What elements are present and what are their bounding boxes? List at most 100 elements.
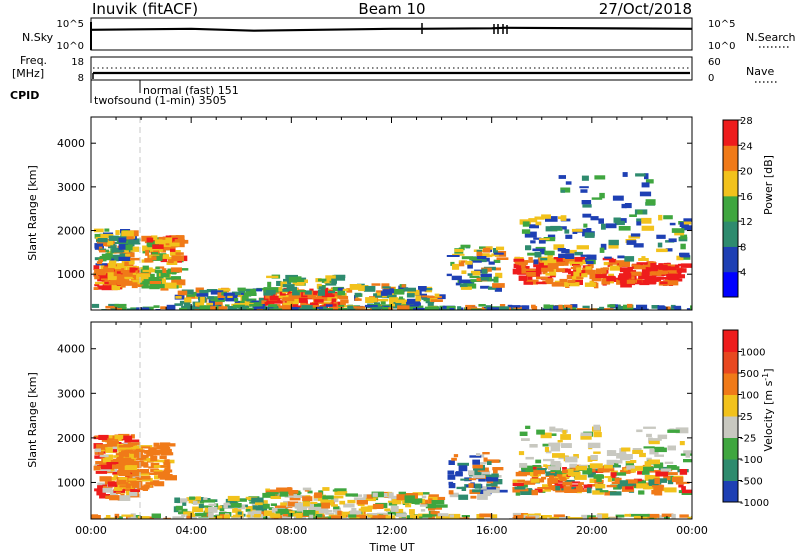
power-heatmap-cell (172, 267, 180, 273)
velocity-heatmap-cell (422, 492, 430, 495)
power-heatmap-cell (427, 295, 434, 299)
power-heatmap-cell (553, 244, 565, 250)
velocity-heatmap-cell (118, 472, 131, 477)
power-heatmap-cell (142, 249, 147, 254)
velocity-heatmap-cell (486, 459, 500, 463)
velocity-heatmap-cell (121, 514, 134, 517)
velocity-heatmap-cell (456, 486, 464, 490)
velocity-heatmap-cell (515, 490, 521, 496)
power-heatmap-cell (210, 296, 219, 302)
velocity-heatmap-cell (130, 481, 143, 486)
power-heatmap-cell (518, 275, 528, 281)
power-heatmap-cell (107, 240, 114, 246)
velocity-colorbar-tick-label: 25 (740, 412, 753, 423)
velocity-heatmap-cell (422, 514, 433, 518)
velocity-heatmap-cell (652, 485, 665, 488)
velocity-heatmap-cell (555, 485, 561, 491)
power-heatmap-cell (177, 290, 188, 296)
power-heatmap-cell (601, 278, 611, 285)
power-heatmap-cell (93, 265, 100, 271)
velocity-heatmap-cell (137, 516, 150, 519)
power-heatmap-cell (558, 175, 566, 179)
power-heatmap-cell (516, 267, 525, 274)
velocity-heatmap-cell (411, 501, 417, 504)
power-heatmap-cell (494, 286, 502, 292)
power-heatmap-cell (94, 284, 100, 287)
velocity-heatmap-cell (542, 443, 549, 447)
power-heatmap-cell (278, 288, 290, 292)
power-heatmap-cell (656, 234, 666, 239)
power-heatmap-cell (375, 299, 389, 302)
nsky-panel: N.Sky 10^5 10^0 10^5 10^0 N.Search (22, 17, 796, 52)
power-heatmap-cell (591, 197, 603, 200)
power-heatmap-cell (99, 249, 106, 253)
power-heatmap-cell (267, 306, 278, 310)
power-colorbar-segment (723, 120, 738, 146)
power-heatmap-cell (421, 297, 434, 300)
velocity-heatmap-cell (639, 452, 646, 458)
power-heatmap-cell (536, 266, 543, 271)
power-heatmap-cell (237, 287, 246, 291)
power-heatmap-cell (170, 248, 176, 252)
power-heatmap-cell (130, 279, 142, 283)
velocity-heatmap-cell (208, 503, 217, 507)
velocity-heatmap-cell (252, 505, 264, 510)
power-heatmap-cell (146, 241, 159, 247)
power-heatmap-cell (283, 278, 289, 283)
velocity-heatmap-cell (649, 516, 655, 519)
power-heatmap-cell (469, 275, 480, 279)
power-heatmap-cell (476, 251, 483, 257)
power-heatmap-cell (493, 276, 499, 283)
power-heatmap-cell (355, 308, 361, 310)
velocity-heatmap-cell (132, 472, 142, 475)
velocity-heatmap-cell (679, 514, 689, 518)
velocity-heatmap-cell (309, 506, 322, 511)
power-heatmap-cell (665, 266, 677, 271)
power-heatmap-cell (636, 306, 642, 309)
power-heatmap-cell (318, 286, 325, 290)
power-heatmap-cell (268, 304, 278, 308)
velocity-heatmap-cell (113, 489, 126, 493)
velocity-heatmap-cell (131, 484, 143, 488)
power-heatmap-cell (605, 223, 617, 229)
power-heatmap-cell (304, 307, 313, 310)
velocity-heatmap-cell (477, 470, 491, 476)
velocity-colorbar-tick-label: -1000 (740, 498, 769, 509)
velocity-heatmap-cell (420, 509, 426, 512)
power-heatmap-cell (683, 218, 692, 222)
velocity-heatmap-cell (625, 486, 634, 490)
power-heatmap-cell (633, 243, 644, 248)
velocity-heatmap-cell (123, 444, 135, 447)
velocity-heatmap-cell (469, 455, 482, 458)
velocity-heatmap-cell (347, 499, 356, 504)
velocity-colorbar-segment (723, 437, 738, 460)
velocity-heatmap-cell (671, 513, 676, 519)
power-heatmap-cell (619, 277, 629, 284)
power-heatmap-cell (496, 257, 509, 260)
velocity-heatmap-cell (643, 466, 654, 472)
power-heatmap-cell (600, 267, 607, 274)
freq-right-label: Nave (746, 65, 774, 78)
cpid-label: CPID (10, 89, 39, 102)
velocity-heatmap-cell (159, 455, 167, 459)
power-heatmap-cell (627, 303, 633, 308)
velocity-heatmap-cell (94, 435, 101, 438)
velocity-heatmap-cell (303, 510, 316, 516)
velocity-heatmap-cell (289, 511, 295, 513)
velocity-heatmap-cell (121, 450, 128, 456)
velocity-heatmap-cell (183, 511, 195, 515)
power-heatmap-cell (354, 298, 362, 301)
power-heatmap-cell (151, 248, 163, 252)
power-heatmap-cell (641, 267, 649, 273)
velocity-heatmap-cell (461, 486, 467, 491)
velocity-heatmap-cell (474, 483, 482, 489)
velocity-heatmap-cell (172, 516, 185, 519)
velocity-heatmap-cell (202, 513, 211, 517)
power-heatmap-cell (645, 199, 656, 206)
velocity-heatmap-cell (97, 449, 105, 452)
velocity-heatmap-cell (561, 476, 566, 481)
velocity-heatmap-cell (333, 506, 340, 510)
velocity-heatmap-cell (252, 510, 262, 517)
velocity-heatmap-cell (255, 508, 268, 513)
